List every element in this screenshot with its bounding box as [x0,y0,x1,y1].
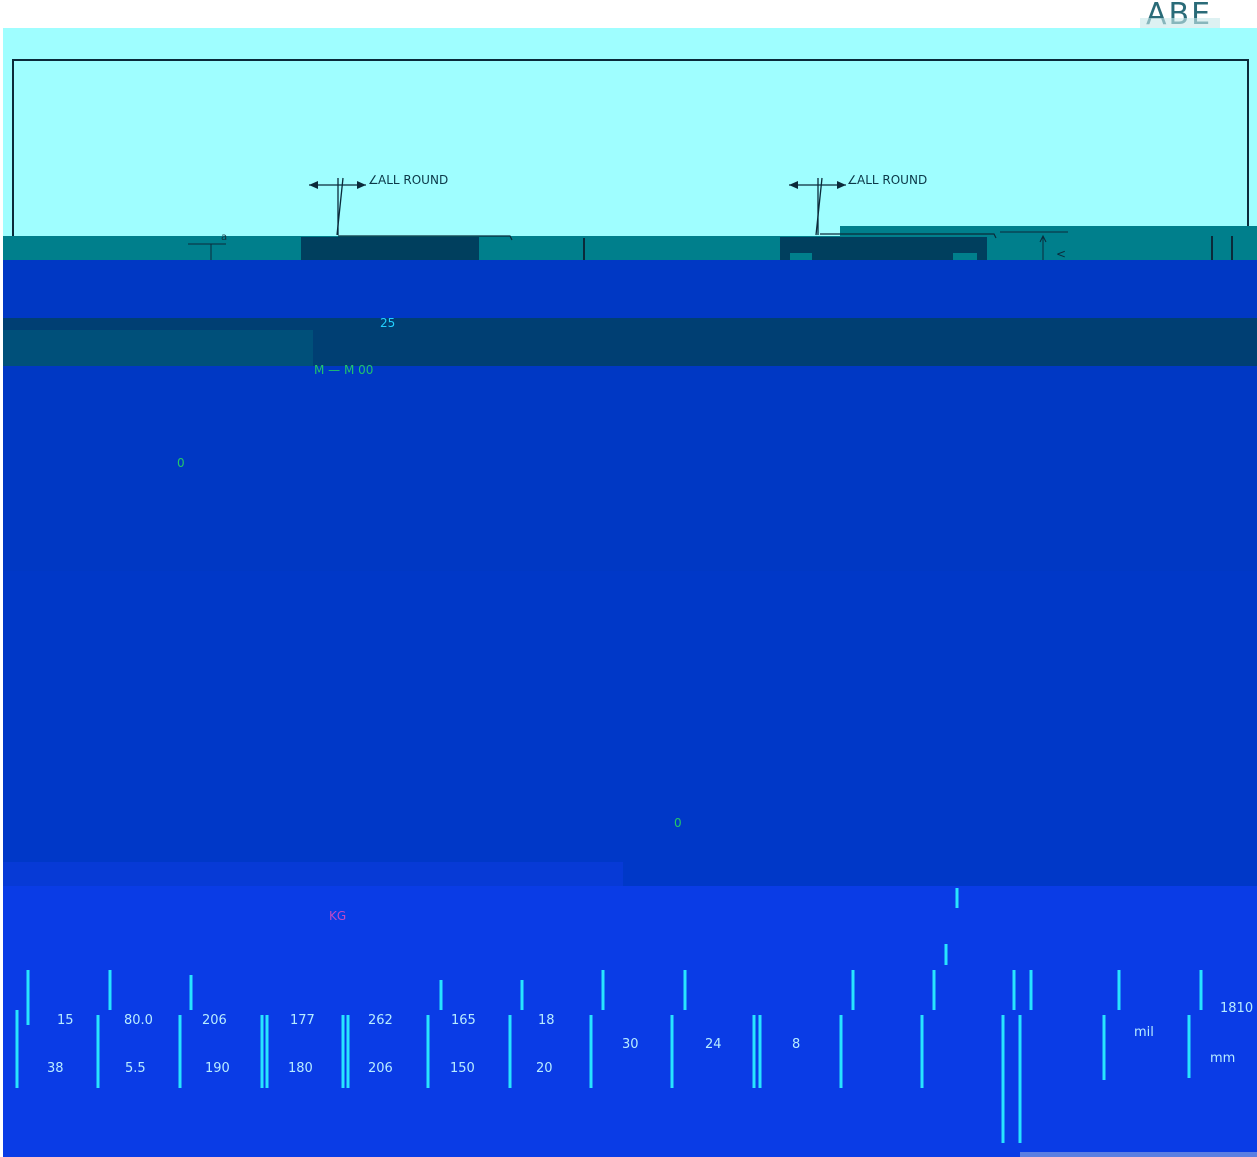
blue-body-top [3,260,1257,318]
table-cell: 80.0 [124,1013,153,1028]
angle-symbol-left: ∠ [368,173,379,187]
right-block-slot-1 [790,253,812,261]
right-block-outline [820,233,997,239]
table-cell: 177 [290,1013,315,1028]
sky-panel [3,28,1257,238]
marker-right: 0 [674,816,682,830]
table-cell: mil [1134,1025,1154,1040]
table-cell: 18 [538,1013,555,1028]
table-cell: 206 [202,1013,227,1028]
weld-note-left: ALL ROUND [378,173,448,187]
right-block [780,237,987,261]
table-cell: 1810 [1220,1001,1253,1016]
right-block-slot-2 [953,253,977,261]
table-cell: 24 [705,1037,722,1052]
bottom-edge [1020,1152,1257,1157]
top-white-band [0,0,1257,28]
table-cell: 165 [451,1013,476,1028]
blue-body-lower [3,571,1257,886]
table-cell: 150 [450,1061,475,1076]
table-row-2: 38 5.5 190 180 206 150 20 mm [47,1051,1235,1076]
arrow-glyph: < [1056,247,1066,261]
dim-label-formula: M — M 00 [314,363,373,377]
blue-body-main [3,366,1257,571]
table-cell: 190 [205,1061,230,1076]
marker-left: 0 [177,456,185,470]
dim-arrow-right: < [1000,231,1068,261]
table-cell: mm [1210,1051,1235,1066]
left-block [301,237,479,261]
left-block-outline [338,235,513,241]
teal-band-right-step [840,226,1257,236]
weld-note-right: ALL ROUND [857,173,927,187]
table-cell: 180 [288,1061,313,1076]
bright-blue-step [3,862,623,886]
bright-blue-lower [3,886,1257,1157]
small-label-a: a [221,232,227,243]
weld-symbol-right: ALL ROUND ∠ [789,173,927,236]
table-cell: 15 [57,1013,74,1028]
table-row-1: 15 80.0 206 177 262 165 18 30 24 8 mil 1… [57,1001,1253,1052]
table-cell: 262 [368,1013,393,1028]
logo-noise [1140,18,1220,28]
table-cell: 5.5 [125,1061,146,1076]
table-cell: 30 [622,1037,639,1052]
table-cell: 8 [792,1037,800,1052]
table-cell: 20 [536,1061,553,1076]
table-cell: 206 [368,1061,393,1076]
dim-label-top: 25 [380,316,395,330]
table-grid [15,888,1203,1143]
weld-symbol-left: ALL ROUND ∠ [309,173,448,236]
table-cell: 38 [47,1061,64,1076]
angle-symbol-right: ∠ [847,173,858,187]
table-note: KG [329,909,346,923]
